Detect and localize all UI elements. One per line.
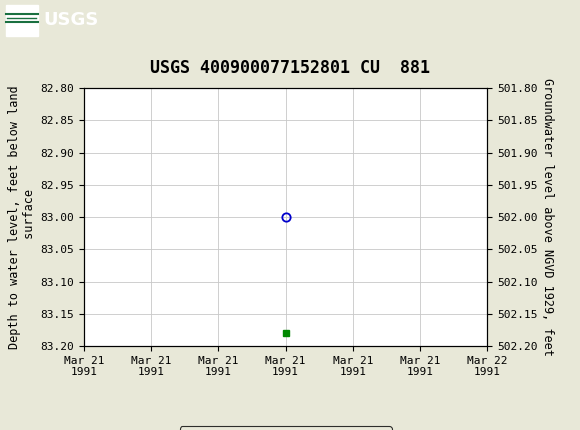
Text: USGS: USGS — [44, 12, 99, 29]
Y-axis label: Groundwater level above NGVD 1929, feet: Groundwater level above NGVD 1929, feet — [541, 78, 554, 356]
Y-axis label: Depth to water level, feet below land
 surface: Depth to water level, feet below land su… — [9, 85, 37, 349]
Text: USGS 400900077152801 CU  881: USGS 400900077152801 CU 881 — [150, 59, 430, 77]
Legend: Period of approved data: Period of approved data — [180, 426, 392, 430]
Bar — [6, 5, 38, 36]
